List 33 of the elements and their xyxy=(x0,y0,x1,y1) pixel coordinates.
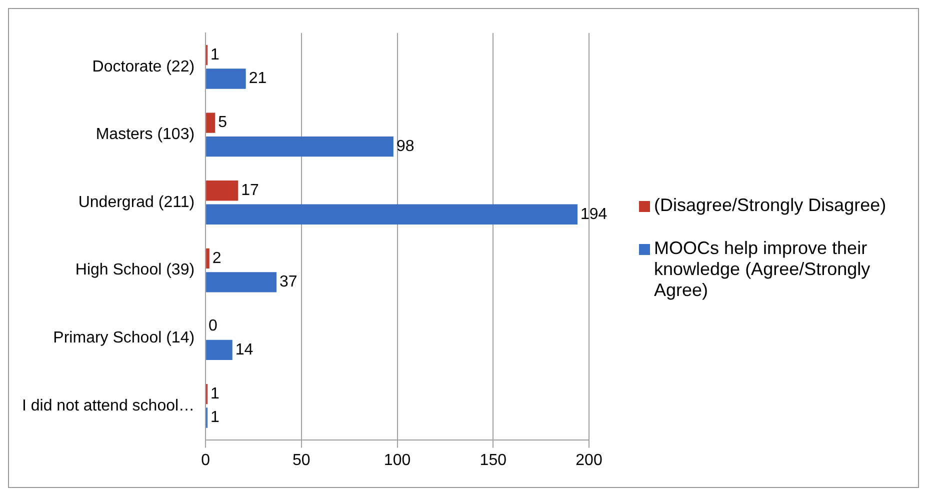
data-label: 98 xyxy=(396,138,414,155)
bar xyxy=(206,112,216,133)
y-tick-label: High School (39) xyxy=(75,262,195,279)
legend-label: MOOCs help improve their knowledge (Agree/Strongly Agree) xyxy=(654,238,872,301)
data-label: 1 xyxy=(210,409,220,426)
y-tick-label: I did not attend school… xyxy=(22,397,195,414)
data-label: 17 xyxy=(241,182,260,200)
y-tick-label: Masters (103) xyxy=(96,126,195,144)
bar xyxy=(206,248,210,269)
y-tick-label: Primary School (14) xyxy=(53,330,195,347)
bar xyxy=(206,272,276,292)
data-label: 37 xyxy=(279,274,298,291)
data-label: 0 xyxy=(208,318,218,335)
data-label: 1 xyxy=(210,385,220,402)
data-label: 194 xyxy=(580,206,608,223)
bar xyxy=(206,68,246,89)
legend-label: (Disagree/Strongly Disagree) xyxy=(654,195,886,216)
data-label: 14 xyxy=(235,341,254,358)
x-tick-label: 0 xyxy=(201,452,210,469)
bar xyxy=(206,180,238,201)
x-tick-label: 50 xyxy=(292,452,310,469)
bar xyxy=(206,204,578,224)
data-label: 5 xyxy=(218,114,228,132)
y-tick-label: Undergrad (211) xyxy=(78,194,195,211)
x-tick-label: 200 xyxy=(576,452,602,469)
y-tick-label: Doctorate (22) xyxy=(92,58,195,76)
x-tick-label: 150 xyxy=(480,452,507,469)
x-tick-label: 100 xyxy=(384,452,411,469)
bar xyxy=(206,136,394,157)
data-label: 2 xyxy=(212,250,222,267)
data-label: 21 xyxy=(248,70,267,88)
data-label: 1 xyxy=(210,46,220,64)
bar xyxy=(206,340,232,360)
